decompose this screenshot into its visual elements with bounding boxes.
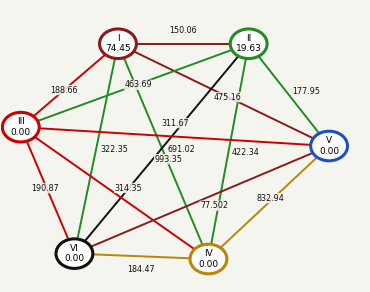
Circle shape [230,29,267,59]
Text: 691.02: 691.02 [167,145,195,154]
Text: 475.16: 475.16 [214,93,242,102]
Circle shape [56,239,93,268]
Circle shape [100,29,137,59]
Text: 832.94: 832.94 [257,194,285,203]
Text: 77.502: 77.502 [200,201,228,210]
Text: 190.87: 190.87 [31,184,59,193]
Text: 314.35: 314.35 [115,184,142,192]
Text: II
19.63: II 19.63 [236,34,262,53]
Text: IV
0.00: IV 0.00 [198,249,219,269]
Text: 993.35: 993.35 [155,155,182,164]
Text: VI
0.00: VI 0.00 [64,244,84,263]
Text: 184.47: 184.47 [127,265,155,274]
Text: 322.35: 322.35 [101,145,128,154]
Text: 311.67: 311.67 [162,119,189,128]
Text: V
0.00: V 0.00 [319,136,339,156]
Circle shape [2,112,39,142]
Text: 463.69: 463.69 [124,80,152,89]
Text: I
74.45: I 74.45 [105,34,131,53]
Text: 177.95: 177.95 [292,87,320,96]
Text: 188.66: 188.66 [50,86,78,95]
Text: 150.06: 150.06 [169,26,197,35]
Circle shape [311,131,347,161]
Circle shape [190,244,227,274]
Text: III
0.00: III 0.00 [11,117,31,137]
Text: 422.34: 422.34 [231,148,259,157]
